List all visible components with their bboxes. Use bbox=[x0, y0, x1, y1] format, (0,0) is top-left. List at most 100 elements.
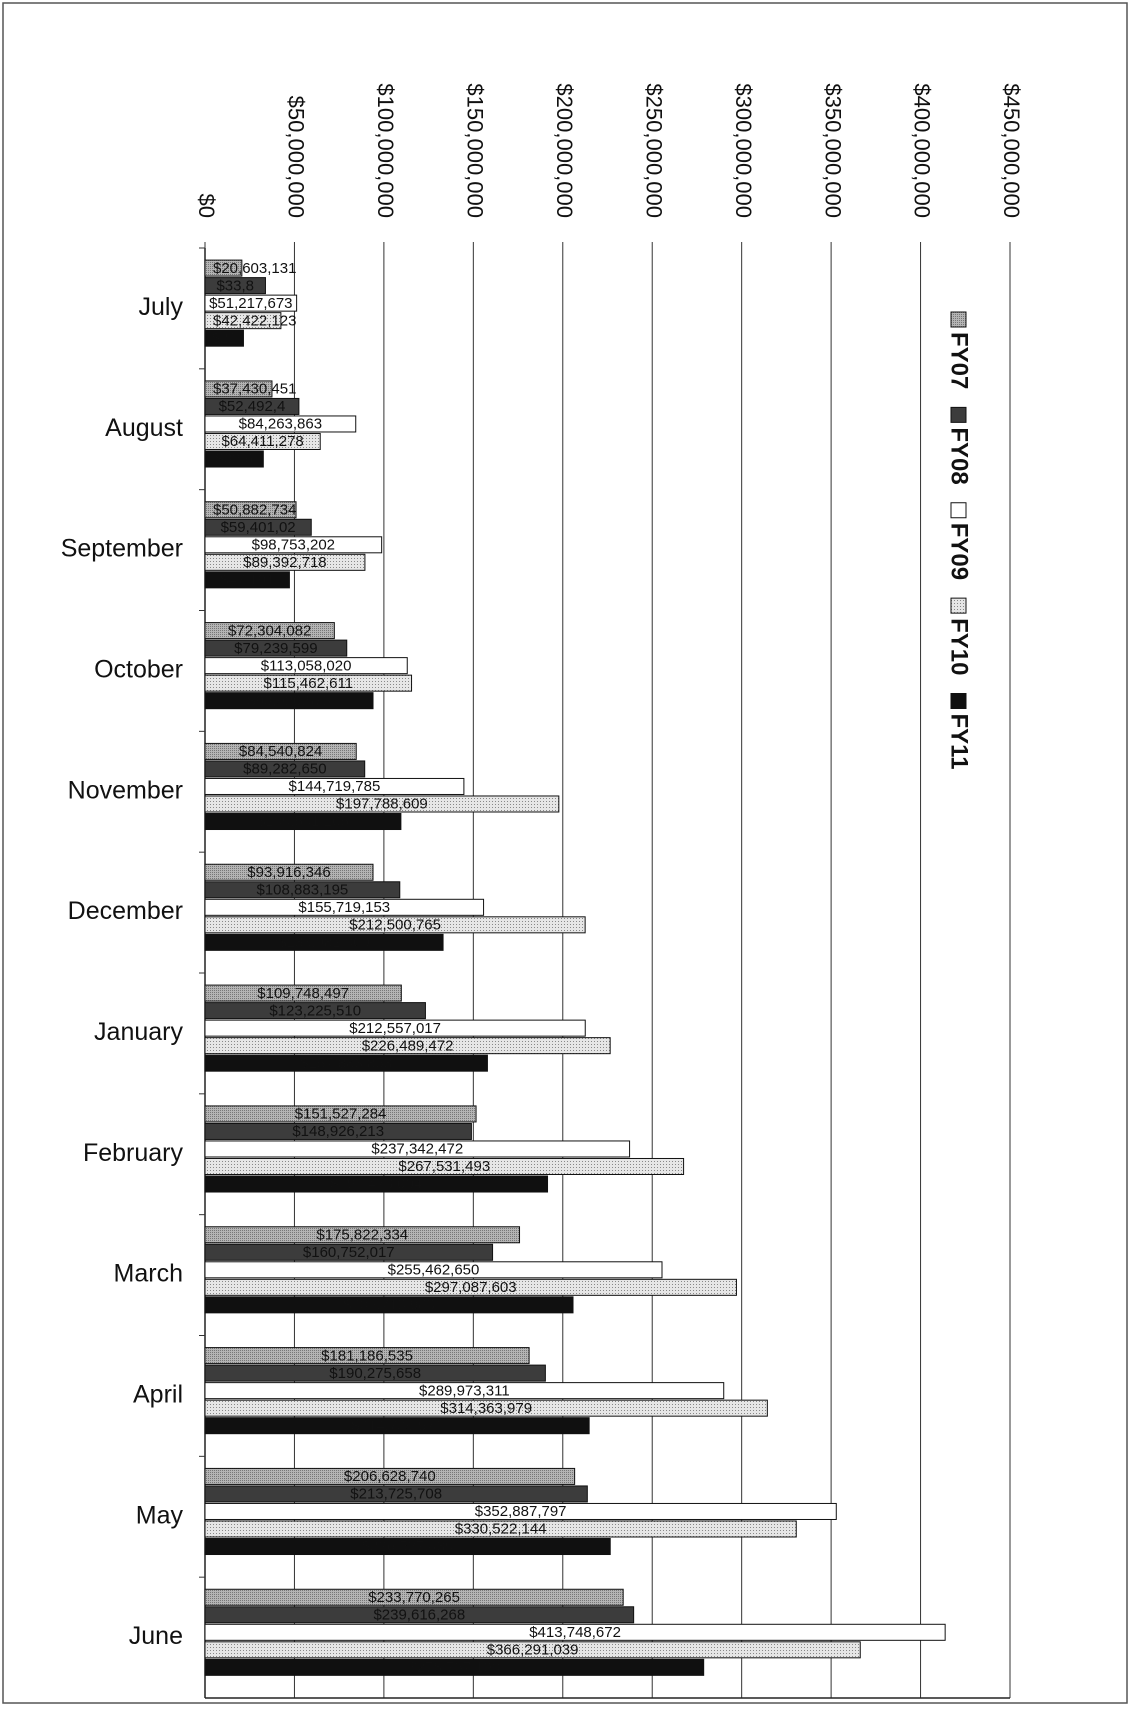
bar bbox=[204, 450, 264, 468]
bar bbox=[204, 777, 465, 795]
data-label: $237,342,472 bbox=[371, 1141, 463, 1158]
legend-label: FY10 bbox=[946, 618, 973, 675]
y-tick-label: September bbox=[61, 535, 183, 563]
data-label: $212,500,765 bbox=[349, 917, 441, 934]
bar bbox=[204, 415, 357, 433]
bar bbox=[204, 1261, 663, 1279]
legend-swatch bbox=[950, 311, 967, 328]
bar bbox=[204, 692, 374, 710]
bar bbox=[204, 742, 357, 760]
bar bbox=[204, 1002, 426, 1020]
bar bbox=[204, 984, 402, 1002]
bar bbox=[204, 536, 383, 554]
data-label: $191,478,004 bbox=[330, 1176, 422, 1193]
data-label: $205,718,983 bbox=[343, 1297, 435, 1314]
bar bbox=[204, 657, 408, 675]
data-label: $144,719,785 bbox=[289, 778, 381, 795]
bar bbox=[204, 674, 413, 692]
legend-label: FY11 bbox=[946, 714, 973, 770]
bar bbox=[204, 1502, 837, 1520]
data-label: $157,883,853 bbox=[300, 1055, 392, 1072]
data-label: $32,6 bbox=[215, 451, 253, 468]
data-label: $98,753,202 bbox=[252, 537, 335, 554]
y-tick-label: January bbox=[94, 1018, 183, 1046]
data-label: $197,788,609 bbox=[336, 796, 428, 813]
x-tick-label: $150,000,000 bbox=[463, 83, 488, 218]
bar bbox=[204, 1140, 631, 1158]
legend-swatch bbox=[950, 597, 967, 614]
bar bbox=[204, 294, 298, 312]
data-label: $113,058,020 bbox=[261, 657, 352, 674]
y-tick-label: October bbox=[94, 656, 183, 684]
bar bbox=[204, 1538, 611, 1556]
bar bbox=[204, 916, 586, 934]
data-label: $214,739,571 bbox=[351, 1417, 443, 1434]
data-label: $206,628,740 bbox=[344, 1468, 436, 1485]
data-label: $20,603,131 bbox=[213, 260, 296, 277]
x-tick-label: $50,000,000 bbox=[284, 96, 309, 218]
bar bbox=[204, 639, 348, 657]
x-tick-label: $400,000,000 bbox=[910, 83, 935, 218]
bar bbox=[204, 397, 300, 415]
data-label: $160,752,017 bbox=[303, 1244, 395, 1261]
y-tick-label: April bbox=[133, 1381, 183, 1409]
data-label: $64,411,278 bbox=[221, 433, 303, 450]
data-label: $175,822,334 bbox=[316, 1226, 408, 1243]
bar bbox=[204, 1520, 797, 1538]
data-label: $226,527,439 bbox=[362, 1538, 454, 1555]
legend-label: FY08 bbox=[946, 427, 973, 484]
data-label: $151,527,284 bbox=[295, 1106, 387, 1123]
bar bbox=[204, 863, 374, 881]
legend-label: FY09 bbox=[946, 523, 973, 580]
bar bbox=[204, 1364, 546, 1382]
bar bbox=[204, 1467, 576, 1485]
bar bbox=[204, 813, 402, 831]
bar bbox=[204, 1382, 725, 1400]
x-tick-label: $300,000,000 bbox=[731, 83, 756, 218]
bar bbox=[204, 1243, 494, 1261]
data-label: $148,926,213 bbox=[292, 1123, 384, 1140]
bar bbox=[204, 1606, 635, 1624]
bar bbox=[204, 1623, 946, 1641]
data-label: $37,430,451 bbox=[213, 381, 296, 398]
bar bbox=[204, 622, 335, 640]
bar bbox=[204, 380, 273, 398]
y-tick-label: November bbox=[68, 776, 183, 804]
data-label: $109,748,497 bbox=[257, 985, 349, 1002]
data-label: $413,748,672 bbox=[529, 1624, 621, 1641]
data-label: $84,263,863 bbox=[239, 416, 322, 433]
bar bbox=[204, 1296, 574, 1314]
data-label: $190,275,658 bbox=[329, 1365, 421, 1382]
x-tick-label: $350,000,000 bbox=[820, 83, 845, 218]
legend: FY07 FY08 FY09 FY10 FY11 bbox=[946, 311, 973, 770]
legend-label: FY07 bbox=[946, 332, 973, 389]
data-label: $21 bbox=[212, 330, 237, 347]
bar bbox=[204, 1278, 737, 1296]
bar bbox=[204, 277, 266, 295]
data-label: $50,882,734 bbox=[213, 501, 296, 518]
legend-swatch bbox=[950, 406, 967, 423]
bar bbox=[204, 553, 366, 571]
data-label: $366,291,039 bbox=[487, 1642, 579, 1659]
x-tick-label: $250,000,000 bbox=[641, 83, 666, 218]
x-tick-label: $100,000,000 bbox=[373, 83, 398, 218]
bar bbox=[204, 1105, 477, 1123]
y-tick-label: March bbox=[114, 1260, 183, 1288]
bar bbox=[204, 432, 321, 450]
x-tick-label: $450,000,000 bbox=[999, 83, 1024, 218]
data-label: $42,422,123 bbox=[213, 312, 296, 329]
data-label: $330,522,144 bbox=[455, 1521, 547, 1538]
bar bbox=[204, 259, 243, 277]
legend-swatch bbox=[950, 502, 967, 519]
legend-swatch bbox=[950, 693, 967, 709]
bar bbox=[204, 898, 485, 916]
data-label: $239,616,268 bbox=[373, 1607, 465, 1624]
data-label: $51,217,673 bbox=[209, 295, 292, 312]
bar bbox=[204, 1658, 705, 1676]
data-label: $297,087,603 bbox=[425, 1279, 517, 1296]
bar bbox=[204, 1588, 624, 1606]
x-tick-label: $200,000,000 bbox=[552, 83, 577, 218]
data-label: $314,363,979 bbox=[440, 1400, 532, 1417]
